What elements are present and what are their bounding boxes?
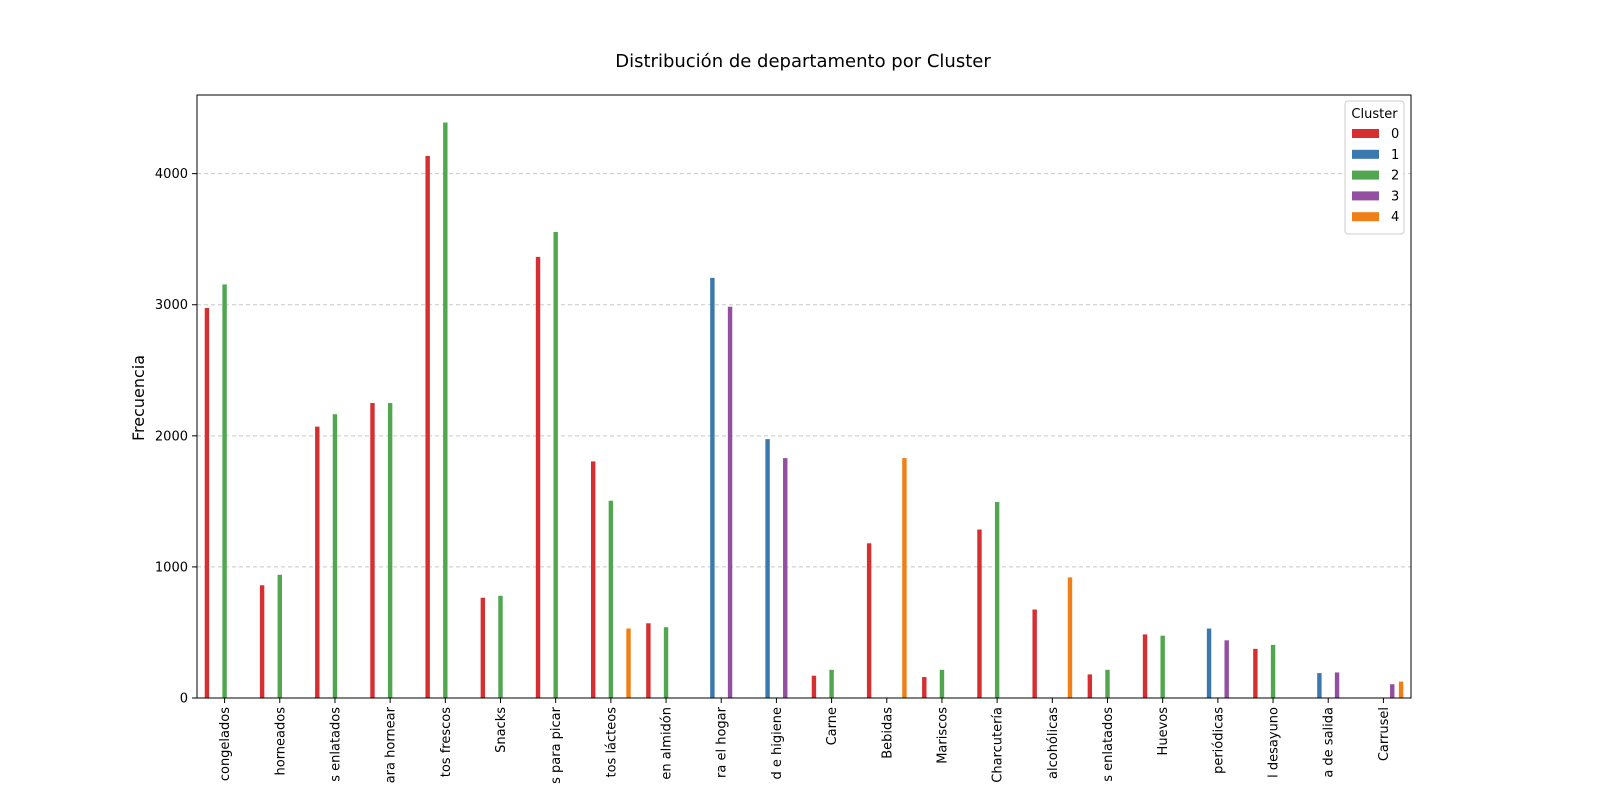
legend-swatch: [1352, 212, 1379, 222]
legend-swatch: [1352, 170, 1379, 180]
bar-cluster-2: [1270, 644, 1276, 698]
x-tick-label: tos frescos: [439, 707, 454, 777]
x-tick-label: s enlatados: [1101, 707, 1116, 782]
bar-cluster-0: [1142, 634, 1148, 698]
x-tick-label: s para picar: [549, 706, 564, 784]
y-tick-label: 1000: [155, 560, 188, 575]
bar-cluster-2: [222, 284, 227, 698]
x-tick-label: Carne: [825, 707, 840, 745]
x-tick-label: ra el hogar: [715, 706, 730, 778]
bar-cluster-0: [425, 155, 430, 698]
bar-cluster-0: [370, 403, 375, 698]
x-tick-label: alcohólicas: [1046, 707, 1061, 779]
bar-cluster-0: [315, 426, 320, 698]
x-tick-label: ara hornear: [384, 706, 399, 783]
bar-cluster-1: [1206, 628, 1212, 698]
y-axis-ticks: 0 1000 2000 3000 4000: [155, 167, 197, 707]
gridlines: [197, 173, 1411, 568]
bar-cluster-2: [663, 627, 669, 698]
x-tick-label: tos lácteos: [604, 707, 619, 778]
bar-cluster-0: [1087, 674, 1093, 698]
bars: [204, 122, 1404, 698]
bar-cluster-3: [1224, 640, 1229, 698]
bar-cluster-2: [332, 414, 338, 698]
bar-cluster-0: [922, 677, 927, 698]
bar-cluster-0: [646, 623, 651, 698]
plot-frame: [196, 94, 1412, 699]
x-tick-label: Carrusel: [1377, 707, 1392, 761]
legend-label: 0: [1391, 127, 1399, 142]
legend-swatch: [1352, 191, 1379, 201]
bar-cluster-0: [259, 585, 265, 698]
legend-swatch: [1352, 129, 1379, 138]
x-tick-label: horneados: [273, 707, 288, 776]
x-tick-label: en almidón: [660, 707, 675, 780]
x-tick-label: congelados: [218, 707, 233, 781]
bar-cluster-2: [387, 403, 393, 698]
y-tick-label: 0: [180, 692, 188, 707]
bar-cluster-4: [1398, 681, 1404, 698]
x-axis-ticks: congelados horneados s enlatados ara hornea…: [218, 698, 1392, 784]
bar-cluster-1: [765, 439, 770, 698]
bar-cluster-3: [727, 306, 733, 698]
x-tick-label: a de salida: [1322, 707, 1337, 778]
bar-cluster-2: [553, 231, 558, 698]
bar-cluster-2: [1160, 635, 1165, 698]
legend-swatch: [1352, 149, 1379, 159]
x-tick-label: Charcutería: [991, 707, 1006, 783]
legend-label: 3: [1391, 189, 1399, 204]
legend: Cluster 0 1 2 3 4: [1344, 100, 1405, 235]
bar-cluster-3: [783, 458, 788, 698]
y-tick-label: 2000: [155, 429, 188, 444]
bar-cluster-0: [590, 461, 596, 698]
bar-cluster-4: [626, 628, 631, 698]
y-axis-label: Frecuencia: [129, 355, 148, 441]
bar-cluster-3: [1390, 684, 1395, 698]
bar-cluster-4: [1067, 577, 1073, 698]
legend-title: Cluster: [1351, 107, 1398, 122]
y-tick-label: 3000: [155, 298, 188, 313]
bar-cluster-0: [811, 675, 817, 698]
bar-cluster-2: [498, 595, 503, 698]
bar-cluster-1: [710, 277, 715, 698]
x-tick-label: Mariscos: [935, 707, 950, 764]
bar-cluster-1: [1317, 673, 1322, 698]
bar-cluster-4: [902, 458, 907, 698]
bar-cluster-0: [977, 529, 982, 698]
bar-cluster-2: [939, 669, 945, 698]
bar-cluster-0: [480, 597, 486, 698]
bar-cluster-3: [1334, 672, 1340, 698]
legend-label: 4: [1391, 210, 1399, 225]
x-tick-label: d e higiene: [770, 707, 785, 779]
x-tick-label: periódicas: [1211, 707, 1226, 774]
bar-cluster-0: [535, 256, 541, 698]
y-tick-label: 4000: [155, 167, 188, 182]
bar-cluster-2: [443, 122, 448, 698]
x-tick-label: Bebidas: [880, 707, 895, 759]
legend-label: 2: [1391, 169, 1399, 184]
bar-cluster-2: [277, 574, 282, 698]
bar-cluster-0: [866, 543, 872, 698]
bar-cluster-0: [204, 308, 210, 698]
x-tick-label: Huevos: [1156, 707, 1171, 756]
bar-cluster-0: [1032, 609, 1037, 698]
legend-label: 1: [1391, 148, 1399, 163]
chart-title: Distribución de departamento por Cluster: [615, 51, 991, 72]
x-tick-label: s enlatados: [328, 707, 343, 782]
x-tick-label: Snacks: [494, 707, 509, 753]
bar-cluster-2: [994, 502, 1000, 698]
bar-cluster-2: [1105, 669, 1110, 698]
bar-cluster-2: [829, 669, 834, 698]
x-tick-label: l desayuno: [1267, 707, 1282, 778]
bar-cluster-0: [1253, 648, 1258, 698]
bar-cluster-2: [608, 500, 614, 698]
